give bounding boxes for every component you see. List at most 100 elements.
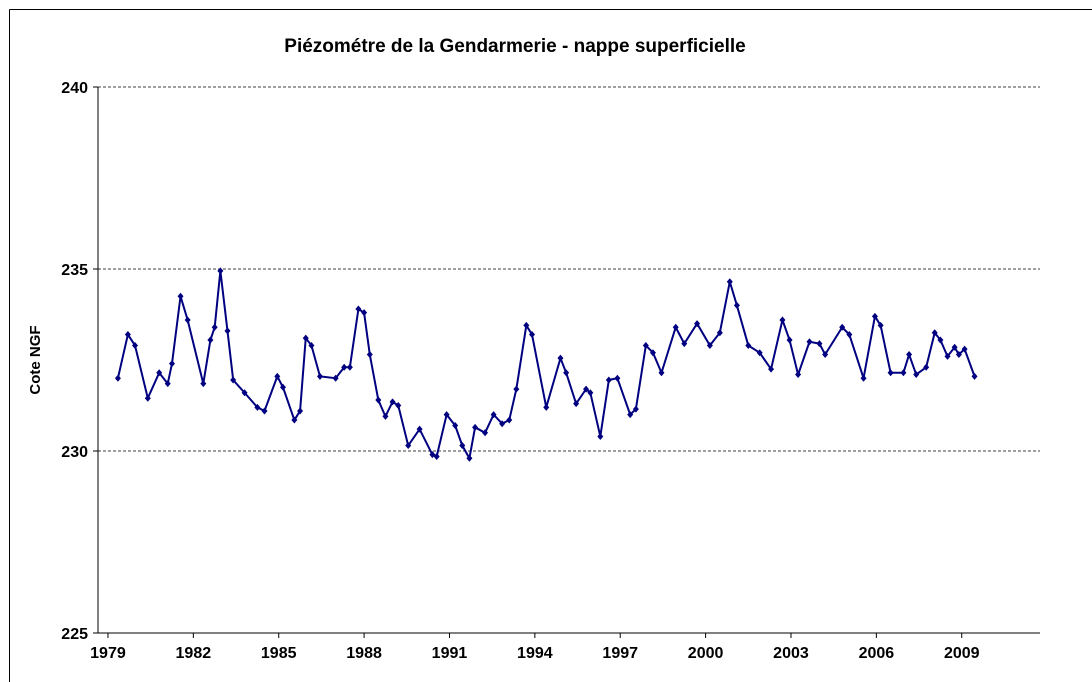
data-point <box>955 351 962 359</box>
data-point <box>726 278 733 286</box>
data-point <box>184 316 191 324</box>
data-point <box>346 363 353 371</box>
data-point <box>937 336 944 344</box>
data-point <box>642 341 649 349</box>
data-point <box>706 341 713 349</box>
x-tick-label: 1988 <box>346 645 382 662</box>
data-point <box>156 369 163 377</box>
data-point <box>632 405 639 413</box>
data-point <box>274 372 281 380</box>
data-point <box>523 321 530 329</box>
data-point <box>416 425 423 433</box>
x-tick-label: 2003 <box>773 645 809 662</box>
data-point <box>452 422 459 430</box>
data-point <box>261 407 268 415</box>
data-point <box>459 442 466 450</box>
data-point <box>308 341 315 349</box>
x-tick-label: 1982 <box>176 645 212 662</box>
chart-title: Piézométre de la Gendarmerie - nappe sup… <box>284 36 745 57</box>
data-point <box>375 396 382 404</box>
data-point <box>786 336 793 344</box>
data-point <box>923 363 930 371</box>
x-tick-label: 2009 <box>944 645 980 662</box>
data-point <box>694 320 701 328</box>
y-tick-label: 240 <box>61 80 88 97</box>
data-point <box>297 407 304 415</box>
y-tick-label: 225 <box>61 626 88 643</box>
data-point <box>207 336 214 344</box>
data-point <box>860 374 867 382</box>
data-point <box>627 411 634 419</box>
data-point <box>124 331 131 339</box>
data-point <box>605 376 612 384</box>
data-point <box>543 403 550 411</box>
data-point <box>846 331 853 339</box>
data-point <box>587 389 594 397</box>
data-point <box>779 316 786 324</box>
y-tick-label: 235 <box>61 262 88 279</box>
data-point <box>279 383 286 391</box>
data-point <box>302 334 309 342</box>
data-point <box>443 411 450 419</box>
data-point <box>681 340 688 348</box>
x-tick-label: 1985 <box>261 645 297 662</box>
x-tick-label: 1997 <box>602 645 638 662</box>
data-point <box>951 343 958 351</box>
data-point <box>672 323 679 331</box>
data-point <box>230 376 237 384</box>
data-point <box>887 369 894 377</box>
data-point <box>614 374 621 382</box>
data-point <box>291 416 298 424</box>
data-point <box>361 309 368 317</box>
data-point <box>756 349 763 357</box>
data-point <box>114 374 121 382</box>
data-point <box>144 394 151 402</box>
data-point <box>211 323 218 331</box>
data-point <box>658 369 665 377</box>
data-point <box>513 385 520 393</box>
data-point <box>913 371 920 379</box>
data-point <box>573 400 580 408</box>
data-point <box>405 442 412 450</box>
x-tick-label: 2000 <box>688 645 724 662</box>
data-point <box>806 338 813 346</box>
x-tick-label: 1979 <box>90 645 126 662</box>
data-point <box>906 351 913 359</box>
y-axis-label: Cote NGF <box>27 325 44 394</box>
data-point <box>583 385 590 393</box>
data-point <box>382 412 389 420</box>
data-point <box>200 380 207 388</box>
data-point <box>563 369 570 377</box>
data-point <box>877 321 884 329</box>
data-point <box>217 267 224 275</box>
data-point <box>944 352 951 360</box>
data-point <box>472 423 479 431</box>
x-tick-label: 1994 <box>517 645 553 662</box>
data-point <box>224 327 231 335</box>
data-point <box>597 432 604 440</box>
data-point <box>900 369 907 377</box>
data-point <box>241 389 248 397</box>
data-point <box>499 420 506 428</box>
data-point <box>822 351 829 359</box>
data-point <box>839 323 846 331</box>
data-point <box>529 331 536 339</box>
data-point <box>506 416 513 424</box>
data-point <box>716 329 723 337</box>
data-point <box>961 345 968 353</box>
data-point <box>395 402 402 409</box>
data-point <box>341 363 348 371</box>
data-point <box>131 341 138 349</box>
data-point <box>254 403 261 411</box>
data-point <box>164 380 171 388</box>
data-point <box>177 292 184 300</box>
data-point <box>466 454 473 462</box>
data-point <box>557 354 564 362</box>
data-point <box>316 372 323 380</box>
data-point <box>795 371 802 379</box>
x-tick-label: 1991 <box>432 645 468 662</box>
data-point <box>971 372 978 380</box>
data-point <box>490 411 497 419</box>
data-point <box>745 341 752 349</box>
